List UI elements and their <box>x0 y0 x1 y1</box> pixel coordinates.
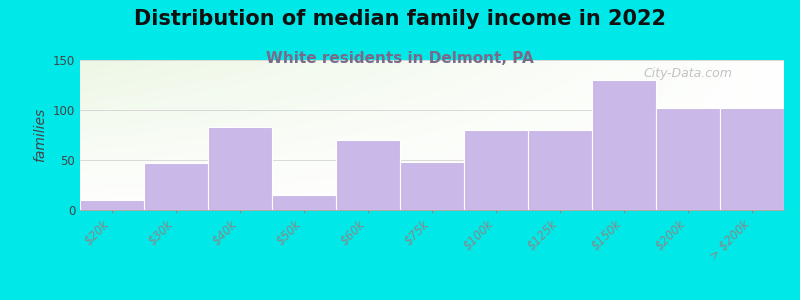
Bar <box>592 80 656 210</box>
Bar <box>464 130 528 210</box>
Bar <box>272 195 336 210</box>
Bar <box>80 200 144 210</box>
Y-axis label: families: families <box>34 108 47 162</box>
Bar <box>528 130 592 210</box>
Bar <box>400 162 464 210</box>
Bar <box>656 108 720 210</box>
Bar <box>144 163 208 210</box>
Text: White residents in Delmont, PA: White residents in Delmont, PA <box>266 51 534 66</box>
Bar <box>336 140 400 210</box>
Bar <box>208 127 272 210</box>
Text: Distribution of median family income in 2022: Distribution of median family income in … <box>134 9 666 29</box>
Text: City-Data.com: City-Data.com <box>643 68 732 80</box>
Bar <box>720 108 784 210</box>
